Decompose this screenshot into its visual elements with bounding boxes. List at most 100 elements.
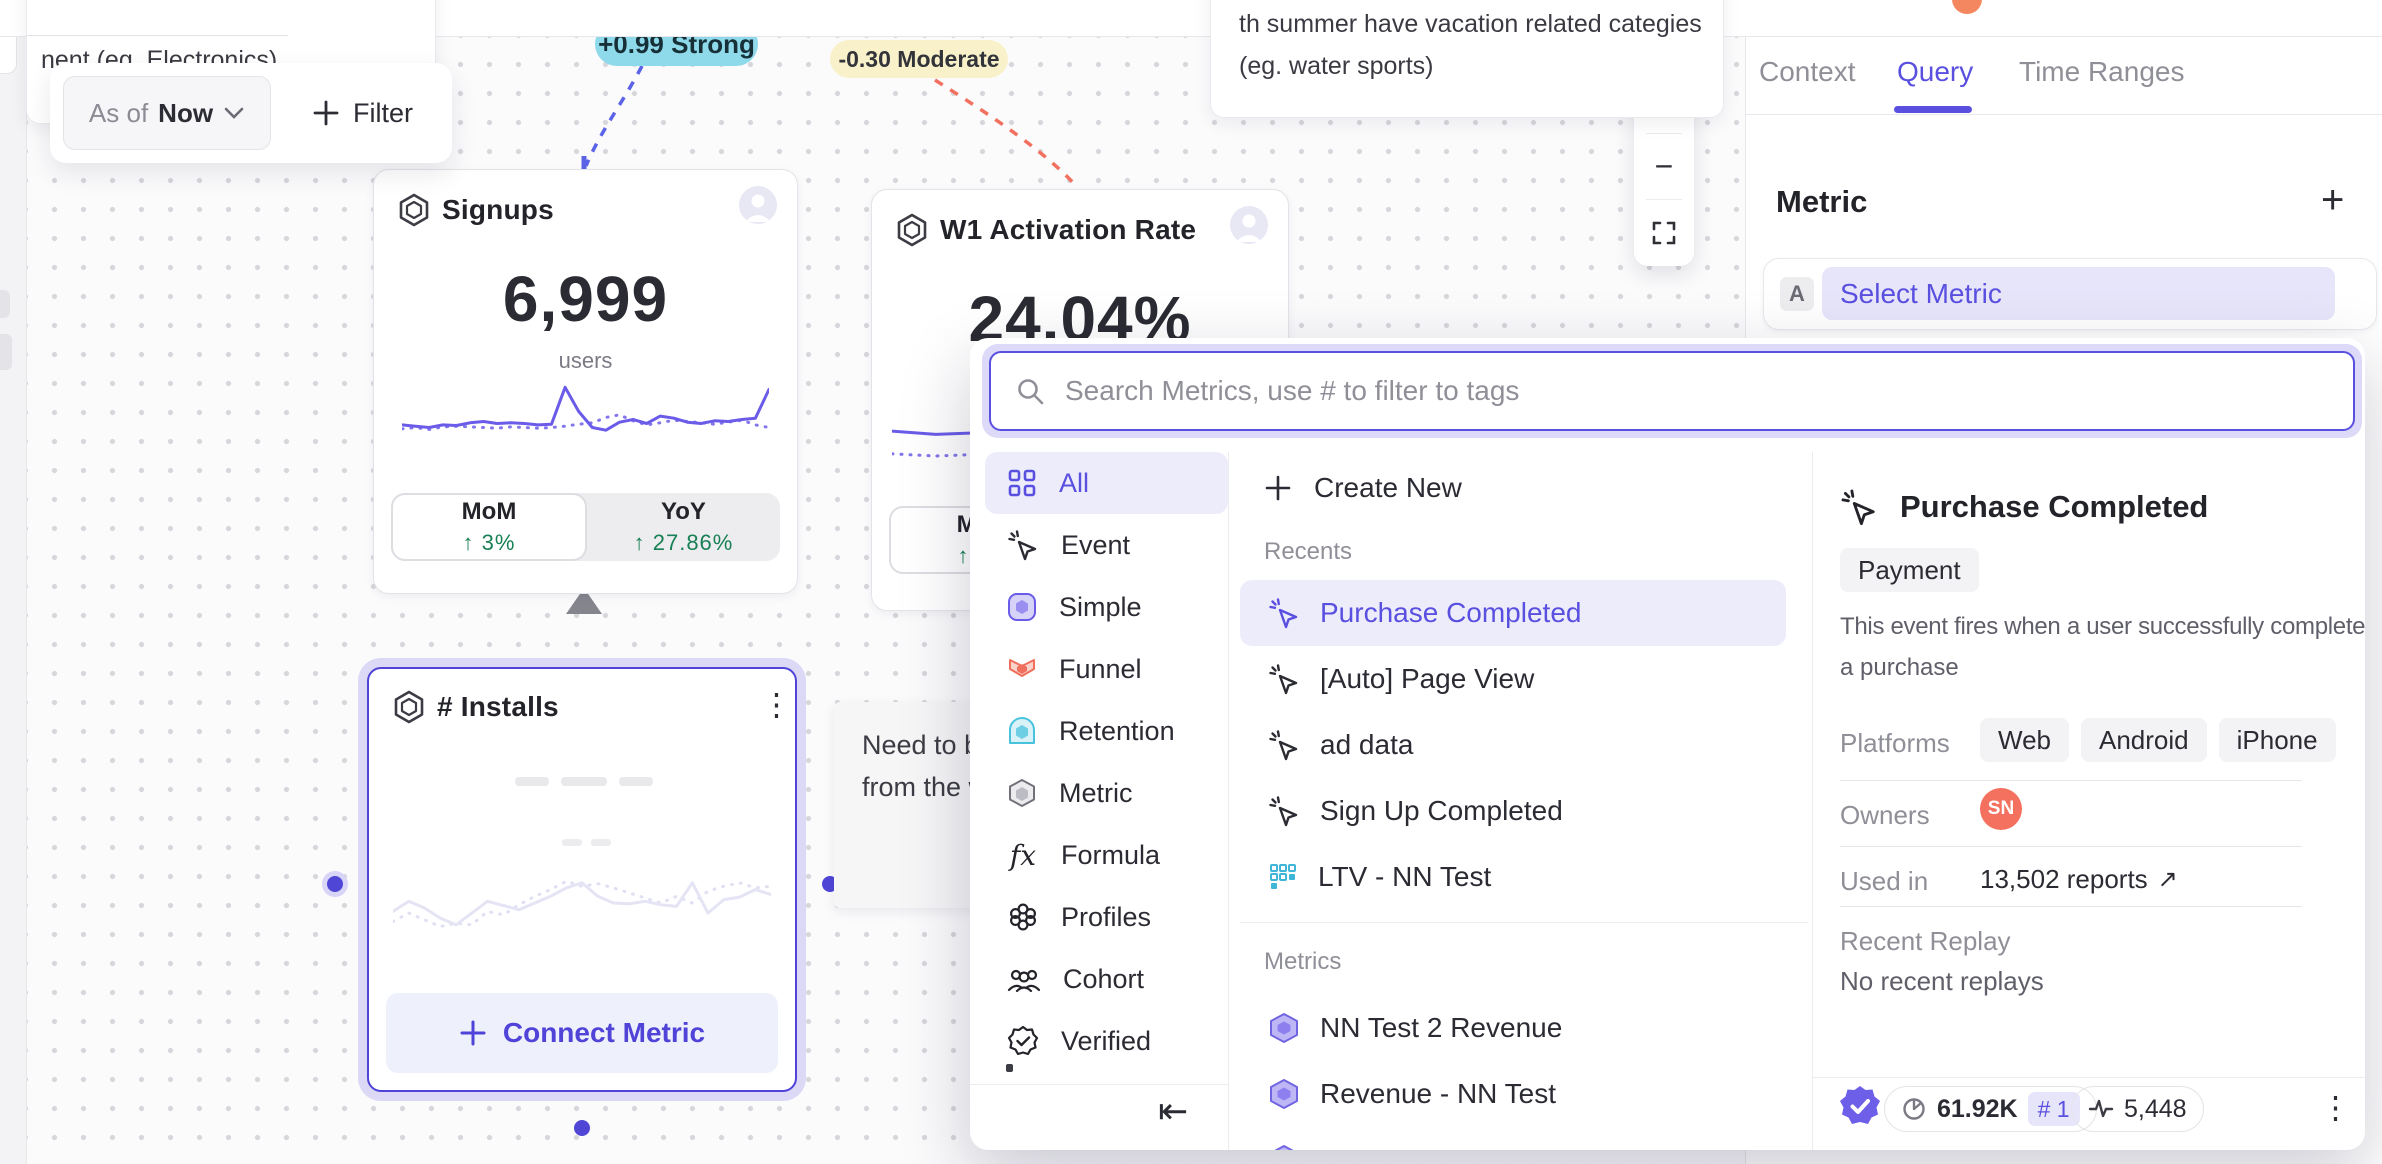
category-formula[interactable]: fx Formula (985, 824, 1228, 886)
collapsed-tool-tab[interactable] (0, 290, 10, 318)
owners-label: Owners (1840, 800, 1930, 830)
sparkline-solid (402, 385, 769, 432)
category-event[interactable]: Event (985, 514, 1228, 576)
recent-replay-label: Recent Replay (1840, 926, 2011, 956)
verified-badge-icon[interactable] (1838, 1084, 1882, 1128)
search-field[interactable] (989, 351, 2355, 431)
sparkline-solid (393, 881, 771, 927)
category-label: Event (1061, 529, 1131, 560)
mom-segment[interactable]: MoM ↑ 3% (391, 493, 587, 561)
person-icon (1236, 214, 1262, 242)
zoom-out-button[interactable]: − (1654, 148, 1674, 184)
metric-item-nn-test-2-revenue[interactable]: NN Test 2 Revenue (1240, 995, 1786, 1061)
profiles-icon (1009, 903, 1037, 931)
metric-slot-row[interactable]: A Select Metric (1763, 258, 2377, 330)
external-link-icon: ↗ (2157, 866, 2178, 893)
fit-view-button[interactable] (1634, 200, 1694, 265)
kebab-menu-icon[interactable]: ⋮ (2320, 1090, 2351, 1125)
as-of-dropdown[interactable]: As of Now (63, 76, 271, 150)
metric-heading: Metric (1776, 184, 1868, 219)
category-profiles[interactable]: Profiles (985, 886, 1228, 948)
kebab-menu-icon[interactable]: ⋮ (761, 687, 792, 722)
select-metric-field[interactable]: Select Metric (1822, 267, 2335, 320)
category-cohort[interactable]: Cohort (985, 948, 1228, 1010)
recent-item-sign-up-completed[interactable]: Sign Up Completed (1240, 778, 1786, 844)
correlation-badge-moderate[interactable]: -0.30 Moderate (830, 40, 1008, 78)
category-label: Metric (1059, 777, 1133, 808)
tab-query[interactable]: Query (1897, 56, 1974, 87)
card-title: # Installs (437, 691, 559, 722)
divider (27, 35, 288, 36)
avatar[interactable] (739, 186, 777, 224)
sticky-note-summer[interactable]: th summer have vacation related categies… (1210, 0, 1724, 118)
connection-dot-left[interactable] (327, 876, 343, 892)
category-label: Verified (1061, 1025, 1152, 1056)
platforms-label: Platforms (1840, 728, 1950, 758)
recent-item-ltv-nn-test[interactable]: LTV - NN Test (1240, 844, 1786, 910)
category-simple[interactable]: Simple (985, 576, 1228, 638)
canvas-toolbar: As of Now Filter (50, 63, 452, 163)
used-in-row[interactable]: 13,502 reports ↗ (1980, 864, 2178, 895)
comparison-toggle: MoM ↑ 3% YoY ↑ 27.86% (391, 493, 780, 561)
item-label: Purchase Completed (1320, 597, 1582, 628)
connector-red-dashed (934, 78, 1080, 190)
search-input[interactable] (1063, 374, 2329, 408)
plus-icon (460, 1020, 486, 1046)
filter-label: Filter (353, 97, 413, 128)
simple-icon (1008, 593, 1036, 621)
create-new-button[interactable]: Create New (1240, 460, 1462, 516)
collapse-sidebar-icon[interactable]: ⇤ (1158, 1090, 1189, 1131)
card-unit: users (558, 348, 613, 373)
metric-card-installs[interactable]: # Installs ⋮ Connect Metric (367, 667, 797, 1092)
category-funnel[interactable]: Funnel (985, 638, 1228, 700)
activity-pill[interactable]: 5,448 (2071, 1086, 2204, 1132)
platform-chip-web[interactable]: Web (1980, 718, 2069, 762)
category-all[interactable]: All (985, 452, 1228, 514)
placeholder-dashes (515, 777, 653, 786)
platform-chip-android[interactable]: Android (2081, 718, 2207, 762)
metric-item-partial[interactable] (1240, 1127, 1786, 1150)
person-icon (745, 194, 771, 222)
as-of-label: As of (88, 97, 149, 128)
divider (1840, 780, 2302, 781)
verified-icon (1007, 1025, 1039, 1056)
active-tab-underline (1894, 106, 1972, 113)
category-metric[interactable]: Metric (985, 762, 1228, 824)
recent-item-purchase-completed[interactable]: Purchase Completed (1240, 580, 1786, 646)
yoy-segment[interactable]: YoY ↑ 27.86% (587, 493, 780, 561)
connect-metric-button[interactable]: Connect Metric (386, 993, 778, 1073)
category-label: All (1059, 467, 1090, 498)
fullscreen-icon (1652, 221, 1676, 244)
metric-hexagon-icon (1009, 779, 1035, 807)
divider (1840, 906, 2302, 907)
recent-item-auto-page-view[interactable]: [Auto] Page View (1240, 646, 1786, 712)
platform-chip-iphone[interactable]: iPhone (2218, 718, 2336, 762)
tab-context[interactable]: Context (1759, 56, 1856, 87)
recent-item-ad-data[interactable]: ad data (1240, 712, 1786, 778)
metric-item-revenue-nn-test[interactable]: Revenue - NN Test (1240, 1061, 1786, 1127)
filter-button[interactable]: Filter (313, 98, 413, 129)
cohort-icon (1007, 969, 1041, 993)
connect-metric-label: Connect Metric (502, 1017, 706, 1048)
category-list: All Event Simple (985, 452, 1228, 1072)
event-icon (1269, 664, 1298, 695)
owner-avatar[interactable]: SN (1980, 788, 2022, 830)
event-icon (1008, 530, 1037, 561)
used-in-value: 13,502 reports (1980, 864, 2148, 894)
category-retention[interactable]: Retention (985, 700, 1228, 762)
category-label: Funnel (1059, 653, 1142, 684)
avatar[interactable] (1230, 206, 1268, 244)
detail-title-row: Purchase Completed (1840, 488, 2208, 526)
funnel-icon (1009, 659, 1035, 677)
metric-card-signups[interactable]: Signups 6,999 users MoM ↑ 3% YoY ↑ 27.86… (373, 169, 798, 594)
connection-dot-bottom[interactable] (574, 1120, 590, 1136)
collapsed-tool-tab[interactable] (0, 334, 12, 370)
category-verified[interactable]: Verified (985, 1010, 1228, 1072)
plus-icon (1265, 475, 1291, 501)
tag-chip[interactable]: Payment (1840, 548, 1979, 592)
grid-icon (1008, 469, 1036, 497)
event-volume-pill[interactable]: 61.92K # 1 (1884, 1086, 2097, 1132)
recents-heading: Recents (1264, 538, 1353, 565)
add-metric-button[interactable]: + (2321, 178, 2345, 222)
tab-time-ranges[interactable]: Time Ranges (2019, 56, 2185, 87)
